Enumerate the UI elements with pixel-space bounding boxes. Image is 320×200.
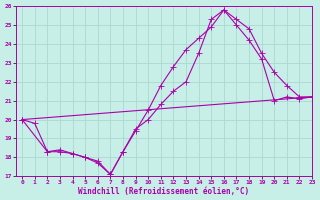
X-axis label: Windchill (Refroidissement éolien,°C): Windchill (Refroidissement éolien,°C) <box>78 187 250 196</box>
